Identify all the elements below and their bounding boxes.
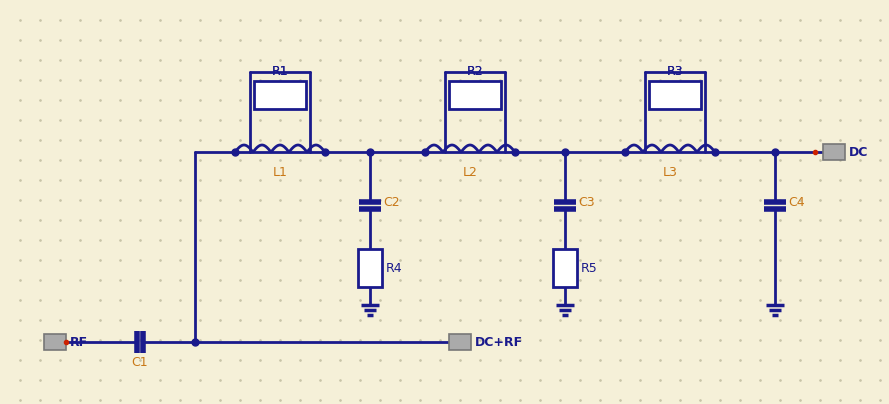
Text: R4: R4 xyxy=(386,261,403,274)
Bar xyxy=(823,144,845,160)
Text: R3: R3 xyxy=(667,65,684,78)
Text: R5: R5 xyxy=(581,261,597,274)
Bar xyxy=(449,81,501,109)
Text: R2: R2 xyxy=(467,65,484,78)
Text: RF: RF xyxy=(70,335,88,349)
Text: C2: C2 xyxy=(383,196,400,210)
Text: R1: R1 xyxy=(272,65,288,78)
Text: DC+RF: DC+RF xyxy=(475,335,523,349)
Text: C3: C3 xyxy=(578,196,595,210)
Text: L1: L1 xyxy=(273,166,287,179)
Bar xyxy=(358,249,382,287)
Bar xyxy=(254,81,306,109)
Text: DC: DC xyxy=(849,145,869,158)
Text: R2: R2 xyxy=(467,65,484,78)
Bar xyxy=(649,81,701,109)
Text: C1: C1 xyxy=(132,356,148,369)
Text: L2: L2 xyxy=(462,166,477,179)
Bar xyxy=(44,334,66,350)
Bar xyxy=(449,334,471,350)
Text: L3: L3 xyxy=(662,166,677,179)
Text: R1: R1 xyxy=(272,65,288,78)
Text: R3: R3 xyxy=(667,65,684,78)
Bar xyxy=(553,249,577,287)
Text: C4: C4 xyxy=(788,196,805,210)
